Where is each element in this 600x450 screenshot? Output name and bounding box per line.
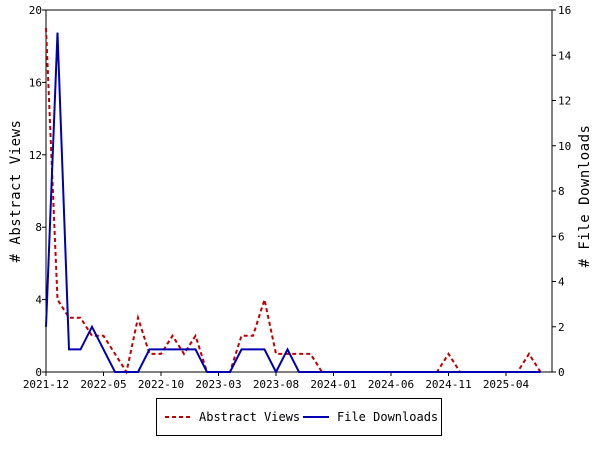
x-axis: 2021-12 2022-05 2022-10 2023-03 2023-08 2024-… bbox=[23, 372, 530, 391]
x-tick-label: 2024-06 bbox=[368, 378, 414, 391]
y-axis-left-title: # Abstract Views bbox=[8, 120, 24, 263]
y-right-tick-label: 12 bbox=[558, 95, 571, 108]
y-axis-right-title: # File Downloads bbox=[577, 125, 593, 268]
y-right-tick-label: 4 bbox=[558, 276, 565, 289]
series-line-file-downloads bbox=[45, 32, 541, 375]
y-axis-left: 0 4 8 12 16 20 bbox=[29, 4, 46, 379]
y-right-tick-label: 2 bbox=[558, 321, 565, 334]
series-layer bbox=[45, 28, 542, 375]
y-left-tick-label: 0 bbox=[35, 366, 42, 379]
y-left-tick-label: 16 bbox=[29, 76, 42, 89]
y-right-tick-label: 10 bbox=[558, 140, 571, 153]
x-tick-label: 2021-12 bbox=[23, 378, 69, 391]
y-left-tick-label: 8 bbox=[35, 221, 42, 234]
y-right-tick-label: 6 bbox=[558, 230, 565, 243]
legend: Abstract Views File Downloads bbox=[156, 398, 442, 436]
x-tick-label: 2024-01 bbox=[310, 378, 356, 391]
plot-area bbox=[45, 9, 553, 373]
series-line-abstract-views bbox=[45, 28, 542, 375]
x-tick-label: 2023-08 bbox=[253, 378, 299, 391]
x-tick-label: 2023-03 bbox=[195, 378, 241, 391]
y-axis-right: 0 2 4 6 8 10 12 14 16 bbox=[552, 4, 572, 379]
y-left-tick-label: 4 bbox=[35, 294, 42, 307]
x-tick-label: 2022-10 bbox=[138, 378, 184, 391]
y-left-tick-label: 20 bbox=[29, 4, 42, 17]
y-right-tick-label: 16 bbox=[558, 4, 571, 17]
y-right-tick-label: 0 bbox=[558, 366, 565, 379]
x-tick-label: 2025-04 bbox=[483, 378, 530, 391]
x-tick-label: 2022-05 bbox=[80, 378, 126, 391]
legend-swatch-file-downloads bbox=[303, 416, 329, 418]
x-tick-label: 2024-11 bbox=[425, 378, 471, 391]
y-right-tick-label: 14 bbox=[558, 49, 572, 62]
legend-swatch-abstract-views bbox=[165, 416, 191, 418]
legend-label-file-downloads: File Downloads bbox=[337, 410, 439, 424]
legend-label-abstract-views: Abstract Views bbox=[199, 410, 301, 424]
y-right-tick-label: 8 bbox=[558, 185, 565, 198]
y-left-tick-label: 12 bbox=[29, 149, 42, 162]
